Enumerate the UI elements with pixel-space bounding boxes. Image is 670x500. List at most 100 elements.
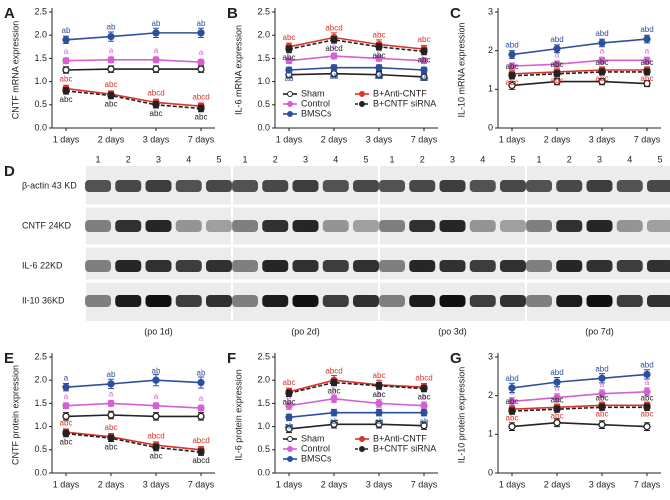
data-point [643,370,651,379]
x-tick-label: 2 days [98,134,125,144]
lane-label: 4 [480,154,485,164]
x-tick-label: 2 days [544,134,571,144]
blot-band [616,260,643,272]
blot-band [379,220,405,232]
blot-band [647,180,670,192]
point-label: a [332,42,337,51]
data-point [508,384,516,392]
point-label: abc [150,452,163,461]
data-point [375,64,383,72]
blot-band [85,180,111,192]
y-axis-label: IL-6 protein expression [233,369,243,461]
point-label: ab [375,72,384,81]
point-label: abd [505,374,518,383]
x-tick-label: 1 days [53,479,80,489]
blot-band [232,295,258,307]
data-point [330,64,338,72]
data-point [508,397,516,406]
series-line [511,421,648,428]
blot-band [262,295,289,307]
lane-label: 5 [363,154,368,164]
data-point [643,79,651,88]
data-point [553,70,561,78]
data-point [598,374,606,382]
point-label: abc [418,56,431,65]
point-label: abc [506,397,519,406]
x-tick-label: 1 days [276,134,303,144]
point-label: a [645,378,650,387]
x-tick-label: 2 days [321,134,348,144]
x-tick-label: 3 days [366,134,393,144]
point-label: abc [418,35,431,44]
data-point [330,52,338,60]
point-label: abcd [325,366,342,375]
data-point [508,72,516,80]
data-point [62,412,70,421]
series-line [288,55,425,62]
data-point [420,66,428,74]
blot-band [439,260,466,272]
blot-band [232,260,258,272]
lane-label: 3 [450,154,455,164]
point-label: ab [420,417,429,426]
x-tick-label: 2 days [321,479,348,489]
data-point [553,60,561,68]
blot-row-label: CNTF 24KD [22,220,72,230]
y-tick-label: 0 [488,467,493,477]
y-axis-label: CNTF mRNA expression [10,21,20,120]
legend-marker [359,101,365,107]
blot-band [526,260,552,272]
panel-label: G [450,350,462,367]
blot-band [262,180,289,192]
data-point [508,81,516,90]
data-point [598,77,606,86]
point-label: abc [283,378,296,387]
point-label: a [600,46,605,55]
data-point [62,66,70,74]
lane-label: 5 [510,154,515,164]
data-point [107,434,115,442]
lane-label: 4 [333,154,338,164]
data-point [285,66,293,74]
blot-band [500,295,526,307]
y-tick-label: 1.5 [257,398,270,408]
x-tick-label: 7 days [188,134,215,144]
lane-label: 2 [273,154,278,164]
blot-band [322,180,349,192]
point-label: abc [641,58,654,67]
point-label: abcd [325,24,342,33]
y-tick-label: 2.0 [257,30,270,40]
point-label: a [555,50,560,59]
data-point [62,429,70,438]
blot-caption: (po 7d) [585,326,614,336]
y-axis-label: IL-6 mRNA expression [233,25,243,115]
legend-marker [287,436,293,442]
y-tick-label: 2.0 [257,375,270,385]
point-label: abc [105,100,118,109]
point-label: abd [550,368,563,377]
series-line [65,379,202,388]
point-label: abc [551,76,564,85]
data-point [62,57,70,65]
y-tick-label: 2.5 [34,351,47,361]
point-label: abd [595,364,608,373]
point-label: abd [640,361,653,370]
point-label: abcd [147,89,164,98]
point-label: ab [285,421,294,430]
data-point [152,376,160,384]
point-label: abc [551,60,564,69]
legend-label: B+Anti-CNTF [373,433,427,443]
point-label: a [199,48,204,57]
point-label: abd [640,25,653,34]
blot-band [145,180,172,192]
point-label: ab [197,19,206,28]
y-tick-label: 2.5 [257,6,270,16]
y-tick-label: 0.0 [257,467,270,477]
lane-label: 5 [216,154,221,164]
data-point [420,422,428,430]
y-tick-label: 1 [488,429,493,439]
panel-label: F [227,350,236,367]
data-point [375,409,383,417]
data-point [152,56,160,64]
legend-label: Control [301,98,330,108]
